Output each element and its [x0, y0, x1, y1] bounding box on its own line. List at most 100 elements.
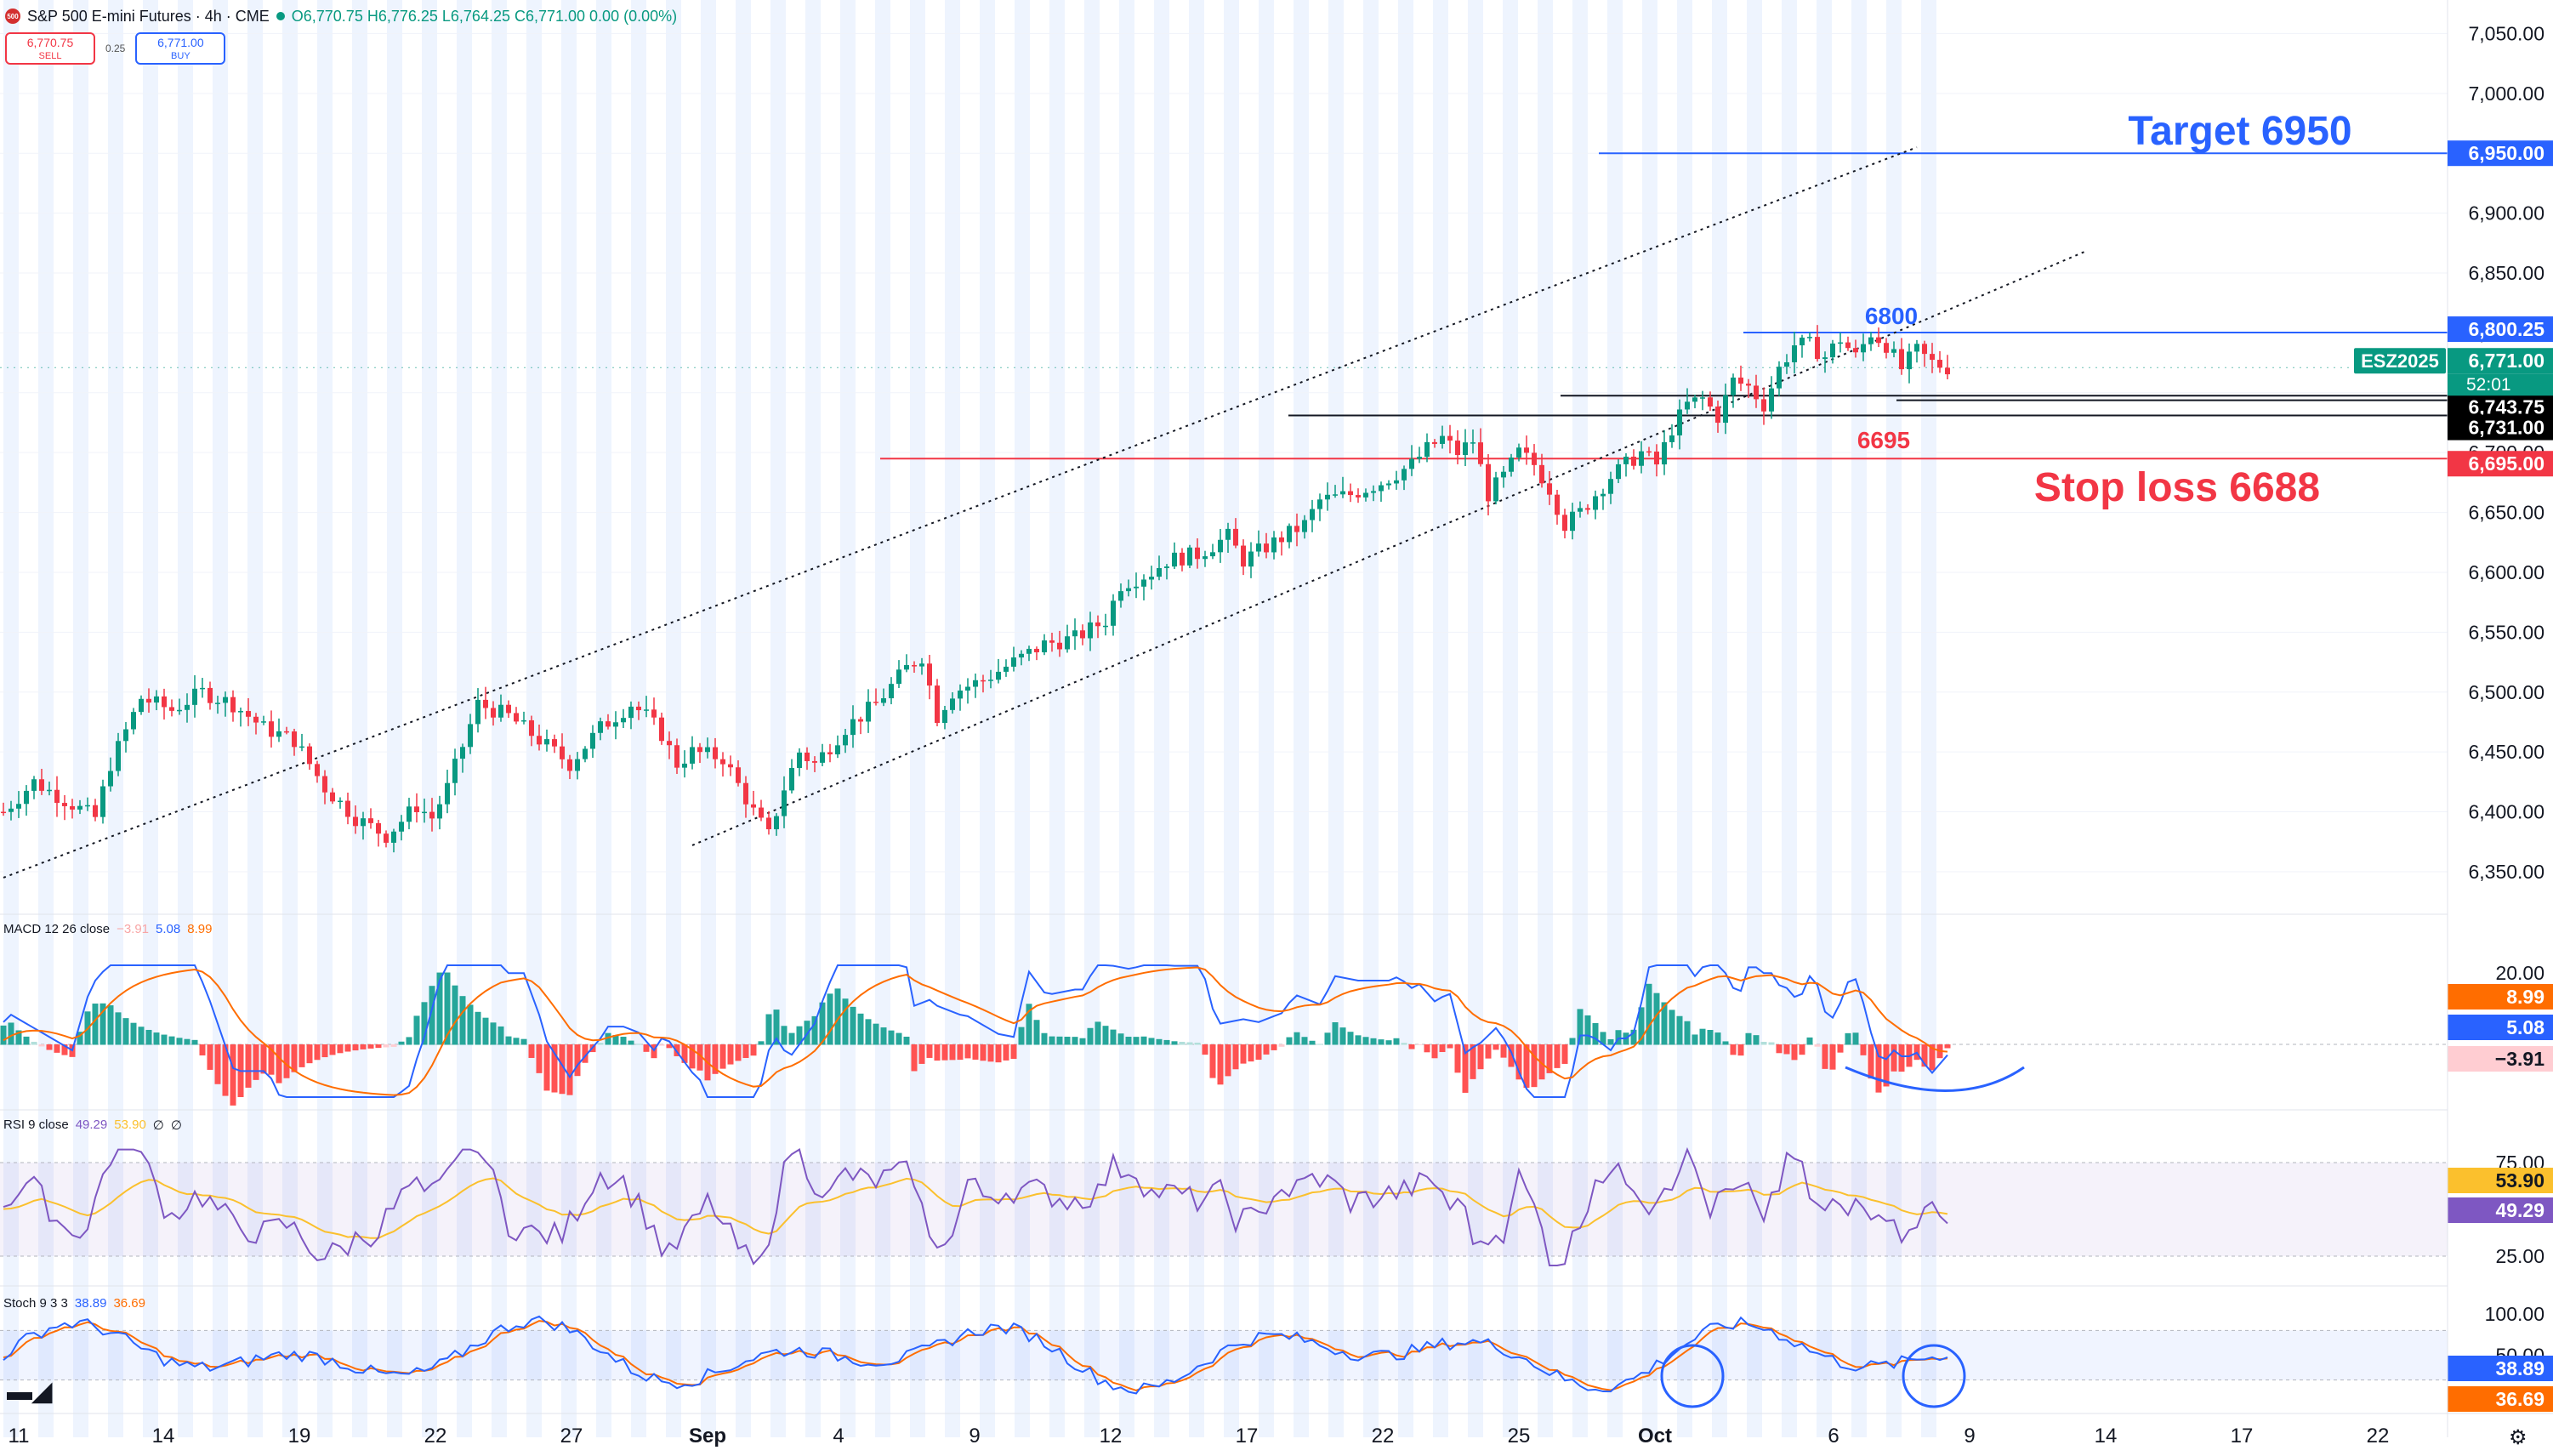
- price-tick-label: 6,850.00: [2468, 262, 2544, 284]
- macd-histogram-bar: [1240, 1044, 1247, 1064]
- macd-histogram-bar: [505, 1036, 512, 1045]
- time-tick-label: 14: [152, 1425, 175, 1447]
- macd-histogram-bar: [138, 1027, 145, 1045]
- macd-histogram-bar: [873, 1023, 879, 1045]
- candle-body: [1922, 344, 1927, 355]
- candle-body: [452, 759, 458, 783]
- candle-body: [743, 782, 748, 805]
- candle-body: [1754, 385, 1759, 400]
- candle-body: [1677, 409, 1682, 435]
- candle-body: [942, 709, 947, 724]
- macd-histogram-bar: [819, 1002, 826, 1045]
- candle-body: [1555, 494, 1560, 515]
- candle-body: [1432, 441, 1437, 444]
- candle-body: [1325, 494, 1330, 500]
- macd-histogram-bar: [321, 1044, 328, 1058]
- candle-body: [1761, 399, 1766, 412]
- candle-body: [253, 716, 259, 723]
- candle-body: [827, 752, 833, 754]
- rsi-legend[interactable]: RSI 9 close 49.29 53.90 ∅ ∅: [3, 1118, 182, 1133]
- candle-body: [9, 808, 14, 812]
- stoch-circle-annotation: [1660, 1344, 1725, 1408]
- candle-body: [560, 746, 565, 759]
- candle-body: [1746, 384, 1751, 386]
- candle-body: [1455, 441, 1460, 456]
- macd-histogram-bar: [1148, 1038, 1155, 1045]
- candle-body: [384, 833, 389, 843]
- macd-histogram-bar: [995, 1044, 1002, 1063]
- candle-body: [590, 732, 595, 749]
- macd-histogram-bar: [1309, 1040, 1316, 1045]
- candle-body: [1731, 377, 1736, 395]
- macd-histogram-bar: [1117, 1033, 1124, 1045]
- candle-body: [93, 805, 98, 817]
- stoch-legend[interactable]: Stoch 9 3 3 38.89 36.69: [3, 1296, 145, 1311]
- macd-histogram-bar: [1385, 1040, 1392, 1045]
- macd-histogram-bar: [31, 1041, 37, 1045]
- candle-body: [1118, 591, 1123, 601]
- macd-histogram-bar: [1692, 1034, 1698, 1045]
- symbol-tag: [2354, 348, 2446, 374]
- candle-body: [1072, 630, 1077, 637]
- stoch-value-tag: [2448, 1356, 2553, 1381]
- stoch-axis-tick: 100.00: [2485, 1303, 2544, 1325]
- macd-histogram-bar: [429, 986, 435, 1045]
- session-band: [492, 0, 507, 1437]
- macd-histogram-bar: [1745, 1032, 1752, 1045]
- macd-curve-annotation: [1845, 1066, 2025, 1092]
- candle-body: [345, 800, 350, 817]
- candle-body: [713, 747, 718, 759]
- macd-histogram-bar: [1263, 1044, 1270, 1055]
- candle-body: [146, 698, 151, 703]
- candle-body: [636, 706, 641, 711]
- macd-histogram-bar: [765, 1014, 772, 1045]
- candle-body: [1042, 640, 1047, 652]
- macd-histogram-bar: [1929, 1044, 1936, 1071]
- time-tick-label: 6: [1828, 1425, 1839, 1447]
- candle-body: [1287, 526, 1292, 543]
- macd-histogram-bar: [697, 1044, 703, 1071]
- macd-histogram-bar: [421, 1002, 428, 1045]
- candle-body: [613, 722, 618, 727]
- rsi-value-tag-text: 53.90: [2495, 1169, 2544, 1192]
- spread-value: 0.25: [105, 43, 126, 54]
- candle-body: [606, 721, 611, 727]
- candle-body: [1593, 496, 1598, 510]
- macd-histogram-bar: [964, 1044, 971, 1059]
- macd-histogram-bar: [880, 1027, 887, 1045]
- macd-signal-value: 8.99: [187, 922, 213, 936]
- candle-body: [475, 699, 480, 725]
- candle-body: [1203, 556, 1208, 560]
- symbol-title[interactable]: S&P 500 E-mini Futures · 4h · CME: [27, 7, 270, 25]
- candle-body: [399, 822, 404, 832]
- macd-histogram-bar: [1508, 1044, 1515, 1067]
- macd-histogram-bar: [1760, 1042, 1767, 1045]
- price-tick-label: 7,000.00: [2468, 82, 2544, 105]
- price-tag: [2448, 451, 2553, 477]
- sell-button[interactable]: 6,770.75 SELL: [5, 32, 95, 65]
- candle-body: [1371, 491, 1376, 493]
- macd-histogram-bar: [1783, 1044, 1790, 1055]
- candle-body: [881, 698, 886, 703]
- time-tick-label: 25: [1508, 1425, 1531, 1447]
- candle-body: [208, 687, 213, 703]
- session-band: [1572, 0, 1588, 1437]
- macd-histogram-bar: [1722, 1041, 1729, 1045]
- stoch-d-value: 36.69: [113, 1296, 145, 1311]
- time-tick-label: 9: [969, 1425, 980, 1447]
- price-tick-label: 6,900.00: [2468, 202, 2544, 225]
- candle-body: [261, 721, 266, 723]
- candle-body: [644, 709, 649, 711]
- macd-histogram-bar: [1393, 1038, 1400, 1045]
- ohlc-readout: O6,770.75 H6,776.25 L6,764.25 C6,771.00 …: [291, 7, 678, 25]
- candle-body: [728, 764, 733, 768]
- candle-body: [391, 831, 396, 843]
- session-band: [945, 0, 960, 1437]
- macd-legend[interactable]: MACD 12 26 close −3.91 5.08 8.99: [3, 922, 212, 936]
- candle-body: [1715, 407, 1720, 424]
- macd-histogram-bar: [857, 1013, 864, 1045]
- candle-body: [927, 663, 932, 686]
- buy-button[interactable]: 6,771.00 BUY: [135, 32, 226, 65]
- candle-body: [422, 811, 427, 814]
